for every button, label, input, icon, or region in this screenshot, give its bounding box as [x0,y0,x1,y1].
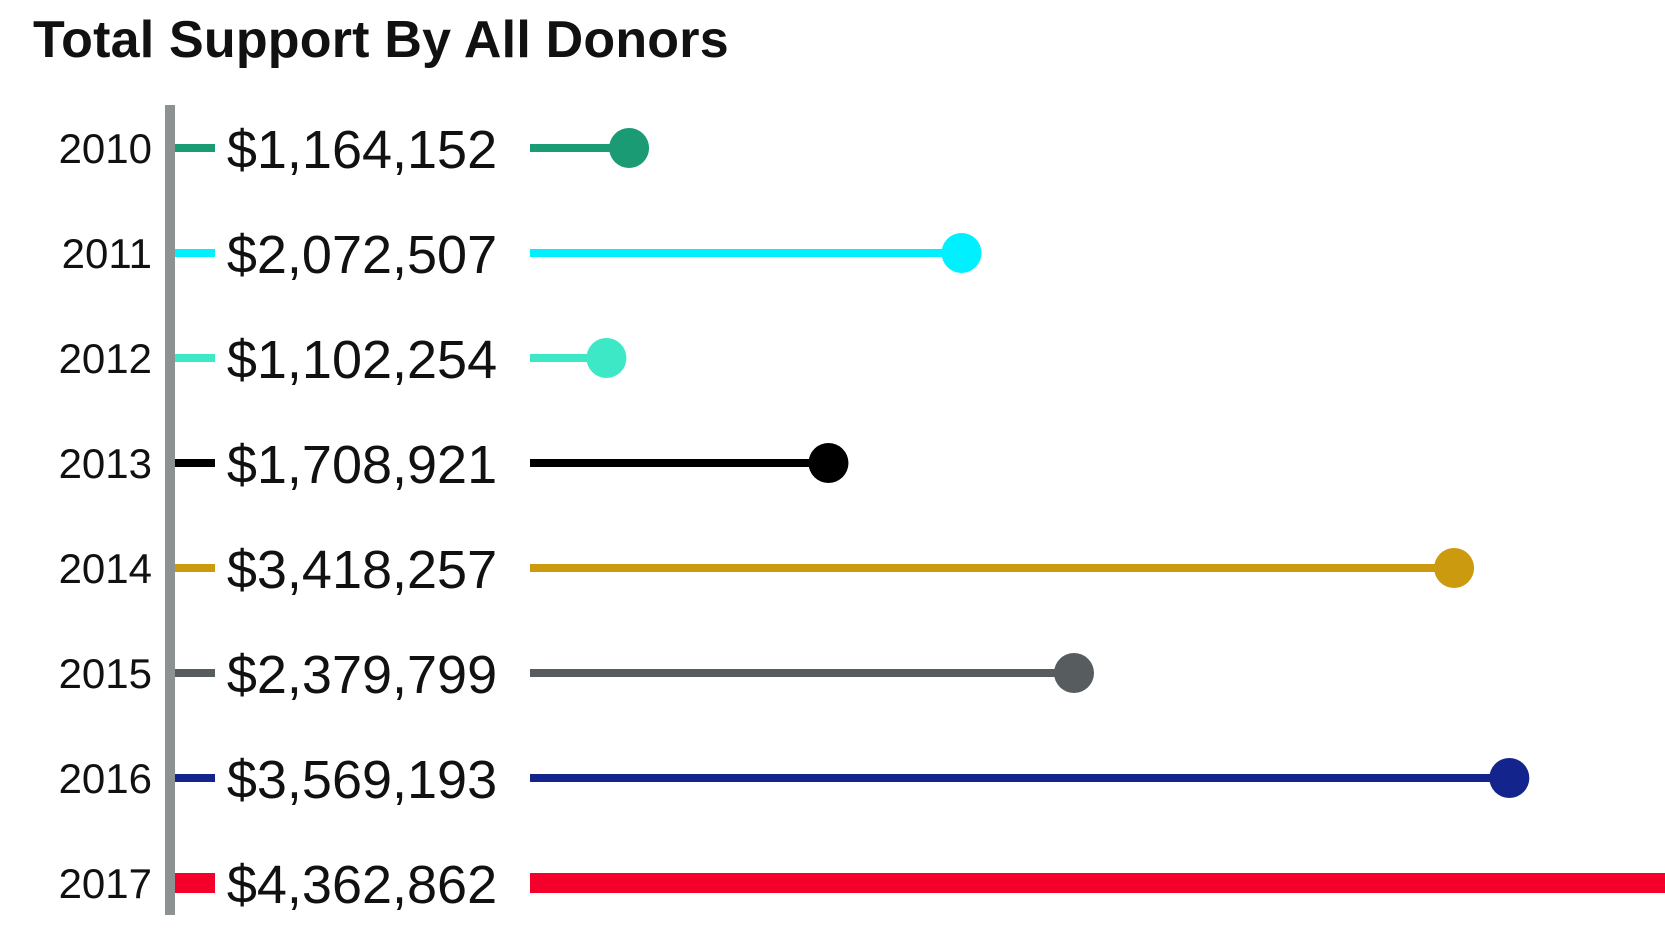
category-label-2014: 2014 [59,545,152,592]
category-label-2017: 2017 [59,860,152,907]
category-label-2016: 2016 [59,755,152,802]
category-label-2010: 2010 [59,125,152,172]
data-row-2016: 2016 $3,569,193 [59,750,1530,810]
value-dot-2014 [1434,548,1475,588]
value-dot-2016 [1489,758,1530,798]
data-row-2015: 2015 $2,379,799 [59,645,1095,705]
category-label-2011: 2011 [62,230,152,277]
value-label-2014: $3,418,257 [227,540,497,600]
value-label-2011: $2,072,507 [227,225,497,285]
data-row-2010: 2010 $1,164,152 [59,120,650,180]
data-row-2014: 2014 $3,418,257 [59,540,1475,600]
value-label-2012: $1,102,254 [227,330,497,390]
data-row-2012: 2012 $1,102,254 [59,330,627,390]
data-rows: 2010 $1,164,152 2011 $2,072,507 2012 $1,102,2… [59,120,1665,915]
value-label-2016: $3,569,193 [227,750,497,810]
chart-title: Total Support By All Donors [33,11,729,69]
value-dot-2010 [609,128,650,168]
value-dot-2012 [586,338,627,378]
category-label-2013: 2013 [59,440,152,487]
data-row-2017: 2017 $4,362,862 [59,855,1665,915]
value-label-2013: $1,708,921 [227,435,497,495]
value-label-2010: $1,164,152 [227,120,497,180]
data-row-2013: 2013 $1,708,921 [59,435,849,495]
category-label-2015: 2015 [59,650,152,697]
value-label-2017: $4,362,862 [227,855,497,915]
data-row-2011: 2011 $2,072,507 [62,225,982,285]
value-label-2015: $2,379,799 [227,645,497,705]
value-dot-2013 [808,443,849,483]
value-dot-2011 [941,233,982,273]
value-dot-2015 [1054,653,1095,693]
category-label-2012: 2012 [59,335,152,382]
